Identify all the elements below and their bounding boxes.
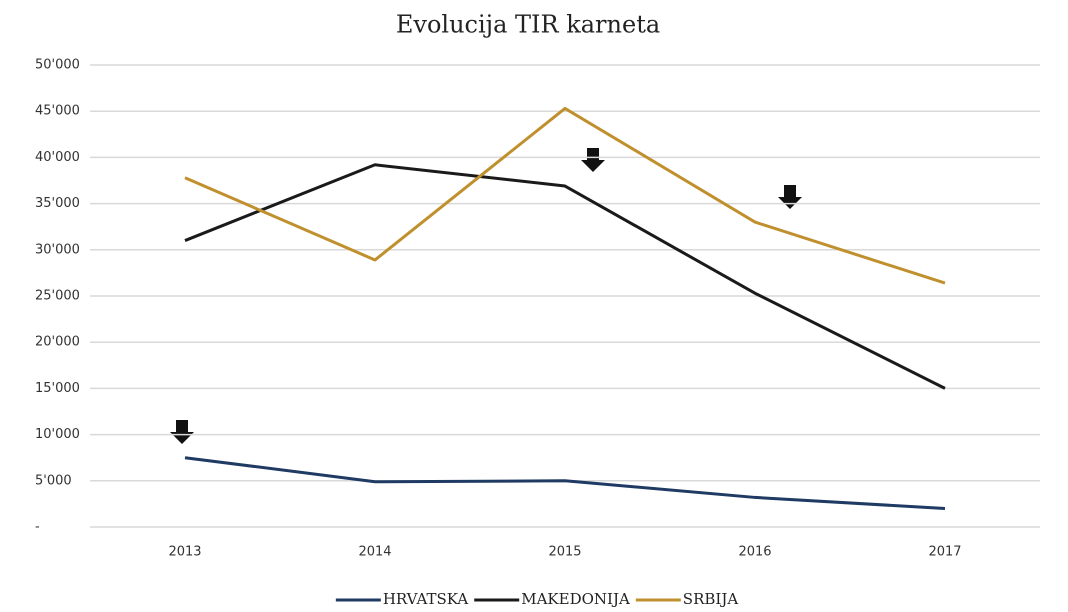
y-tick-label: 25'000 (35, 289, 80, 304)
arrow (778, 185, 802, 209)
line-series (184, 106, 946, 285)
legend-label: SRBIJA (683, 590, 739, 608)
legend: HRVATSKA MAKEDONIJA SRBIJA (335, 590, 739, 608)
line-series (184, 456, 946, 511)
y-tick-label: 45'000 (35, 104, 80, 119)
legend-label: HRVATSKA (383, 590, 469, 608)
y-tick-label: 15'000 (35, 381, 80, 396)
y-tick-label: 10'000 (35, 427, 80, 442)
arrow (170, 420, 194, 444)
x-tick-label: 2016 (738, 545, 771, 560)
y-tick-label: 20'000 (35, 335, 80, 350)
x-tick-label: 2017 (928, 545, 961, 560)
y-tick-label: 5'000 (35, 473, 72, 488)
y-tick-label: 50'000 (35, 58, 80, 73)
y-tick-label: 40'000 (35, 150, 80, 165)
y-tick-label: 35'000 (35, 196, 80, 211)
arrow (581, 148, 605, 172)
y-tick-label: 30'000 (35, 242, 80, 257)
y-tick-label: - (35, 520, 40, 535)
x-tick-label: 2014 (358, 545, 391, 560)
line-series (184, 163, 946, 390)
chart-title: Evolucija TIR karneta (396, 11, 660, 39)
x-tick-label: 2013 (168, 545, 201, 560)
x-tick-label: 2015 (548, 545, 581, 560)
legend-label: MAKEDONIJA (521, 590, 630, 608)
